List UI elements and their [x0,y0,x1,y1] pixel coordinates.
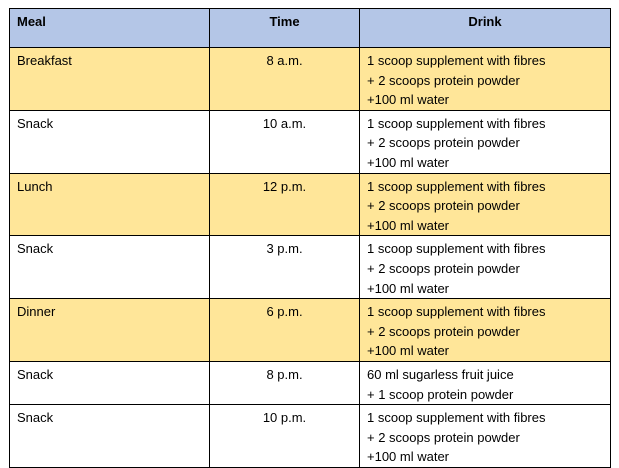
table-row: Dinner 6 p.m. 1 scoop supplement with fibr… [9,298,611,362]
table-body: Breakfast 8 a.m. 1 scoop supplement with f… [9,47,611,468]
drink-line: 1 scoop supplement with fibres [367,115,546,131]
time-cell: 12 p.m. [209,172,360,237]
drink-line: + 2 scoops protein powder [367,135,520,151]
meal-cell: Snack [9,109,210,174]
drink-line: 1 scoop supplement with fibres [367,241,546,257]
meal-table: Meal Time Drink Breakfast 8 a.m. 1 scoop s… [9,8,611,468]
table-row: Snack 10 a.m. 1 scoop supplement with fibr… [9,109,611,174]
time-cell: 8 a.m. [209,47,360,111]
table-row: Snack 8 p.m. 60 ml sugarless fruit juice + … [9,360,611,406]
meal-cell: Lunch [9,172,210,237]
drink-line: 1 scoop supplement with fibres [367,410,546,426]
drink-line: + 1 scoop protein powder [367,386,514,402]
header-row: Meal Time Drink [9,8,611,48]
drink-line: +100 ml water [367,343,450,359]
drink-cell: 1 scoop supplement with fibres + 2 scoops… [359,172,611,237]
drink-line: +100 ml water [367,92,450,108]
table-row: Snack 10 p.m. 1 scoop supplement with fibr… [9,404,611,468]
header-cell: Drink [359,8,611,48]
drink-line: +100 ml water [367,449,450,465]
meal-cell: Breakfast [9,47,210,111]
drink-line: + 2 scoops protein powder [367,323,520,339]
drink-cell: 1 scoop supplement with fibres + 2 scoops… [359,298,611,362]
drink-cell: 1 scoop supplement with fibres + 2 scoops… [359,235,611,300]
drink-cell: 1 scoop supplement with fibres + 2 scoops… [359,47,611,111]
time-cell: 10 a.m. [209,109,360,174]
time-cell: 6 p.m. [209,298,360,362]
drink-line: +100 ml water [367,154,450,170]
meal-cell: Snack [9,404,210,468]
drink-line: 1 scoop supplement with fibres [367,53,546,68]
meal-cell: Snack [9,235,210,300]
table-row: Breakfast 8 a.m. 1 scoop supplement with f… [9,47,611,111]
drink-line: + 2 scoops protein powder [367,198,520,214]
header-cell: Time [209,8,360,48]
drink-line: +100 ml water [367,217,450,233]
table-row: Lunch 12 p.m. 1 scoop supplement with fibr… [9,172,611,237]
drink-line: + 2 scoops protein powder [367,260,520,276]
time-cell: 8 p.m. [209,360,360,406]
drink-line: + 2 scoops protein powder [367,429,520,445]
meal-cell: Snack [9,360,210,406]
time-cell: 10 p.m. [209,404,360,468]
drink-cell: 60 ml sugarless fruit juice + 1 scoop pro… [359,360,611,406]
drink-cell: 1 scoop supplement with fibres + 2 scoops… [359,109,611,174]
drink-line: 1 scoop supplement with fibres [367,178,546,194]
table-row: Snack 3 p.m. 1 scoop supplement with fibre… [9,235,611,300]
drink-cell: 1 scoop supplement with fibres + 2 scoops… [359,404,611,468]
drink-line: + 2 scoops protein powder [367,72,520,88]
drink-line: 60 ml sugarless fruit juice [367,366,514,382]
drink-line: +100 ml water [367,280,450,296]
time-cell: 3 p.m. [209,235,360,300]
header-cell: Meal [9,8,210,48]
table-container: Meal Time Drink Breakfast 8 a.m. 1 scoop s… [9,8,611,468]
page: {"table": { "header": ["Meal", "Time", "… [9,8,611,468]
drink-line: 1 scoop supplement with fibres [367,304,546,320]
meal-cell: Dinner [9,298,210,362]
